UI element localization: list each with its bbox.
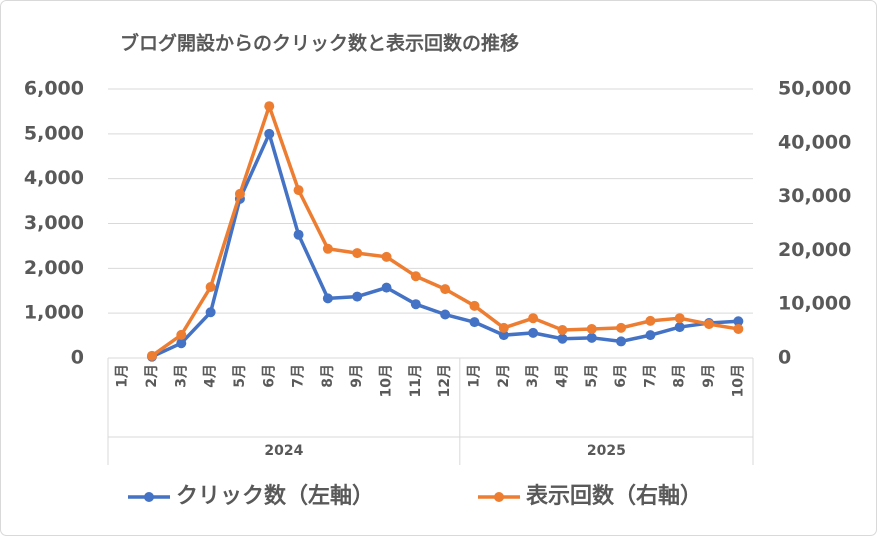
x-tick-label: 3月	[173, 364, 189, 388]
data-point	[674, 322, 685, 333]
y2-tick-label: 10,000	[778, 293, 851, 315]
legend-label: クリック数（左軸）	[176, 483, 374, 509]
data-point	[205, 281, 216, 292]
x-tick-label: 8月	[320, 364, 336, 388]
x-tick-label: 2月	[496, 364, 512, 388]
data-point	[440, 309, 451, 320]
y-tick-label: 2,000	[24, 257, 84, 279]
data-point	[469, 317, 480, 328]
data-point	[733, 316, 744, 327]
data-point	[264, 128, 275, 139]
data-point	[733, 323, 744, 334]
x-tick-label: 9月	[701, 364, 717, 388]
y2-tick-label: 40,000	[778, 131, 851, 153]
data-point	[674, 313, 685, 324]
data-point	[176, 329, 187, 340]
data-point	[381, 251, 392, 262]
x-tick-label: 3月	[525, 364, 541, 388]
data-point	[352, 291, 363, 302]
x-tick-label: 9月	[349, 364, 365, 388]
chart-title: ブログ開設からのクリック数と表示回数の推移	[120, 32, 519, 55]
x-tick-label: 11月	[408, 364, 424, 397]
data-point	[440, 284, 451, 295]
x-tick-label: 6月	[613, 364, 629, 388]
data-point	[381, 282, 392, 293]
data-point	[498, 330, 509, 341]
data-point	[557, 333, 568, 344]
x-tick-label: 10月	[379, 364, 395, 397]
data-point	[205, 307, 216, 318]
data-point	[616, 322, 627, 333]
y-tick-label: 4,000	[24, 167, 84, 189]
legend-label: 表示回数（右軸）	[526, 483, 702, 509]
data-point	[322, 243, 333, 254]
data-point	[293, 185, 304, 196]
x-tick-label: 8月	[672, 364, 688, 388]
x-tick-label: 12月	[437, 364, 453, 397]
y-tick-label: 0	[71, 347, 84, 369]
x-tick-label: 5月	[232, 364, 248, 388]
y2-tick-label: 50,000	[778, 78, 851, 100]
data-point	[410, 271, 421, 282]
data-point	[352, 248, 363, 259]
data-point	[293, 229, 304, 240]
data-point	[469, 300, 480, 311]
data-point	[498, 322, 509, 333]
legend-marker	[144, 492, 154, 502]
x-tick-label: 1月	[115, 364, 131, 388]
legend-marker	[494, 492, 504, 502]
data-point	[704, 319, 715, 330]
data-point	[528, 313, 539, 324]
x-tick-label: 1月	[466, 364, 482, 388]
x-group-label: 2024	[264, 443, 303, 459]
x-tick-label: 7月	[291, 364, 307, 388]
data-point	[410, 299, 421, 310]
x-tick-label: 5月	[584, 364, 600, 388]
data-point	[586, 323, 597, 334]
y2-tick-label: 20,000	[778, 239, 851, 261]
data-point	[234, 188, 245, 199]
data-point	[528, 327, 539, 338]
data-point	[645, 315, 656, 326]
x-group-label: 2025	[587, 443, 626, 459]
data-point	[322, 293, 333, 304]
data-point	[264, 101, 275, 112]
x-tick-label: 6月	[261, 364, 277, 388]
y-tick-label: 5,000	[24, 122, 84, 144]
x-tick-label: 4月	[554, 364, 570, 388]
y-tick-label: 6,000	[24, 78, 84, 100]
x-tick-label: 10月	[730, 364, 746, 397]
y2-tick-label: 0	[778, 347, 791, 369]
y-tick-label: 3,000	[24, 212, 84, 234]
x-tick-label: 4月	[203, 364, 219, 388]
data-point	[176, 338, 187, 349]
x-tick-label: 7月	[642, 364, 658, 388]
y-tick-label: 1,000	[24, 302, 84, 324]
data-point	[645, 330, 656, 341]
data-point	[146, 350, 157, 361]
data-point	[586, 332, 597, 343]
data-point	[557, 325, 568, 336]
data-point	[616, 336, 627, 347]
y2-tick-label: 30,000	[778, 185, 851, 207]
x-tick-label: 2月	[144, 364, 160, 388]
